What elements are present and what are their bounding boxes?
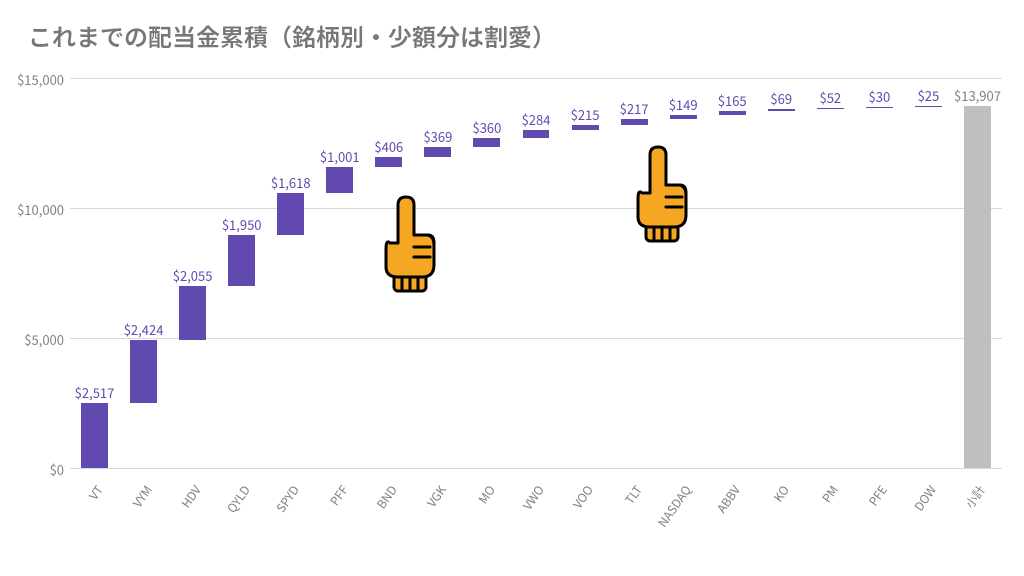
y-axis-tick: $10,000	[0, 200, 64, 219]
gridline	[70, 208, 1002, 209]
x-axis-tick: VYM	[128, 482, 155, 511]
x-axis-tick: VWO	[519, 482, 548, 513]
bar	[326, 167, 353, 193]
bar	[719, 111, 746, 115]
x-axis-tick: VOO	[569, 482, 597, 512]
bar	[375, 157, 402, 168]
bar-value-label: $1,618	[251, 173, 331, 192]
bar	[523, 130, 550, 137]
y-axis-tick: $0	[0, 460, 64, 479]
bar-value-label: $2,424	[104, 320, 184, 339]
x-axis-tick: MO	[474, 482, 499, 507]
x-axis-tick: KO	[770, 482, 793, 505]
x-axis-tick: NASDAQ	[654, 482, 695, 530]
x-axis-tick: TLT	[621, 482, 646, 508]
chart-title: これまでの配当金累積（銘柄別・少額分は割愛）	[28, 18, 556, 53]
x-axis-tick: HDV	[177, 482, 205, 511]
x-axis-tick: PM	[818, 482, 842, 506]
bar-value-label: $2,517	[55, 383, 135, 402]
bar-value-label: $13,907	[937, 86, 1017, 105]
x-axis-tick: QYLD	[223, 482, 254, 516]
bar-value-label: $1,950	[202, 215, 282, 234]
bar	[130, 340, 157, 403]
bar	[81, 403, 108, 468]
x-axis-tick: SPYD	[272, 482, 303, 516]
bar	[179, 286, 206, 339]
bar	[670, 115, 697, 119]
x-axis-tick: PFF	[326, 482, 352, 509]
y-axis-tick: $5,000	[0, 330, 64, 349]
bar	[621, 119, 648, 125]
plot-area: $2,517$2,424$2,055$1,950$1,618$1,001$406…	[70, 78, 1002, 468]
gridline	[70, 338, 1002, 339]
bar	[866, 107, 893, 108]
x-axis-tick: BND	[373, 482, 401, 512]
total-bar	[964, 106, 991, 468]
bar-value-label: $2,055	[153, 266, 233, 285]
gridline	[70, 468, 1002, 469]
bar	[915, 106, 942, 107]
bar	[817, 108, 844, 109]
x-axis-tick: 小計	[962, 482, 990, 511]
x-axis-tick: PFE	[865, 482, 891, 509]
bar	[768, 109, 795, 111]
x-axis-tick: VT	[84, 482, 106, 503]
bar	[473, 138, 500, 147]
x-axis-tick: VGK	[423, 482, 450, 510]
x-axis-tick: DOW	[911, 482, 941, 514]
bar	[228, 235, 255, 286]
x-axis-tick: ABBV	[713, 482, 744, 516]
bar	[277, 193, 304, 235]
bar	[424, 147, 451, 157]
y-axis-tick: $15,000	[0, 70, 64, 89]
chart-container: $2,517$2,424$2,055$1,950$1,618$1,001$406…	[0, 60, 1024, 520]
bar	[572, 125, 599, 131]
gridline	[70, 78, 1002, 79]
